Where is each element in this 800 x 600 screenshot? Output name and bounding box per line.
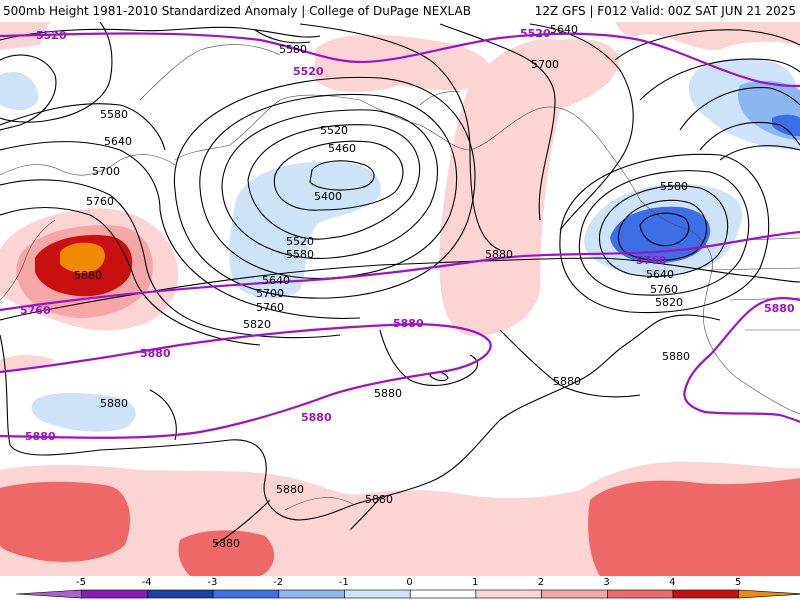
anomaly-colorbar: -5 -4 -3 -2 -1 0 1 2 3 4 5 [0, 576, 800, 600]
purple-contour-label: 5760 [20, 304, 51, 317]
colorbar-segment [738, 589, 800, 599]
contour-label: 5880 [365, 493, 393, 506]
purple-contour-label: 5760 [636, 254, 667, 267]
contour-label: 5580 [100, 108, 128, 121]
purple-reference-contours [0, 32, 800, 439]
colorbar-tick-label: 0 [406, 577, 412, 588]
contour-label: 5880 [276, 483, 304, 496]
purple-contour-label: 5880 [25, 430, 56, 443]
colorbar-tick-label: 1 [472, 577, 478, 588]
contour-label: 5400 [314, 190, 342, 203]
contour-label: 5700 [256, 287, 284, 300]
contour-label: 5520 [286, 235, 314, 248]
contour-label: 5880 [485, 248, 513, 261]
contour-label: 5820 [655, 296, 683, 309]
colorbar-segment [212, 589, 280, 599]
colorbar-segment [147, 589, 214, 599]
colorbar-tick-label: 5 [735, 577, 741, 588]
contour-label: 5640 [262, 274, 290, 287]
contour-label: 5820 [243, 318, 271, 331]
contour-label: 5640 [104, 135, 132, 148]
contour-label: 5520 [320, 124, 348, 137]
contour-label: 5880 [74, 269, 102, 282]
colorbar-segment [409, 589, 477, 599]
purple-contour-label: 5520 [520, 27, 551, 40]
map-header: 500mb Height 1981-2010 Standardized Anom… [0, 0, 800, 22]
colorbar-tick-label: -5 [76, 577, 86, 588]
purple-contour-label: 5880 [764, 302, 795, 315]
coastlines [0, 44, 800, 511]
contour-label: 5880 [662, 350, 690, 363]
anomaly-shading [0, 22, 800, 576]
purple-contour-label: 5520 [36, 29, 67, 42]
colorbar-tick-label: -4 [142, 577, 152, 588]
contour-label: 5880 [374, 387, 402, 400]
colorbar-tick-label: -1 [339, 577, 349, 588]
colorbar-segment [344, 589, 411, 599]
colorbar-tick-label: -2 [273, 577, 283, 588]
purple-contour-label: 5880 [393, 317, 424, 330]
map-title: 500mb Height 1981-2010 Standardized Anom… [3, 4, 471, 18]
contour-label: 5460 [328, 142, 356, 155]
colorbar-ticks: -5 -4 -3 -2 -1 0 1 2 3 4 5 [76, 577, 741, 588]
contour-label: 5760 [86, 195, 114, 208]
black-height-contours [0, 22, 800, 546]
purple-contour-label: 5880 [140, 347, 171, 360]
colorbar-tick-label: 2 [538, 577, 544, 588]
contour-label: 5760 [650, 283, 678, 296]
colorbar-segments [15, 589, 800, 599]
contour-labels: 5580 5580 5640 5700 5760 5880 5520 5460 … [20, 23, 795, 550]
colorbar-tick-label: -3 [207, 577, 217, 588]
contour-label: 5580 [279, 43, 307, 56]
contour-label: 5760 [256, 301, 284, 314]
colorbar-segment [278, 589, 345, 599]
contour-label: 5580 [286, 248, 314, 261]
colorbar-segment [15, 589, 82, 599]
contour-label: 5580 [660, 180, 688, 193]
purple-contour-label: 5880 [301, 411, 332, 424]
contour-label: 5640 [550, 23, 578, 36]
contour-label: 5880 [212, 537, 240, 550]
colorbar-segment [81, 589, 148, 599]
colorbar-tick-label: 4 [669, 577, 675, 588]
contour-label: 5640 [646, 268, 674, 281]
colorbar-segment [606, 589, 674, 599]
contour-label: 5700 [531, 58, 559, 71]
colorbar-segment [475, 589, 542, 599]
colorbar-tick-label: 3 [603, 577, 609, 588]
colorbar-segment [541, 589, 608, 599]
model-run-info: 12Z GFS | F012 Valid: 00Z SAT JUN 21 202… [534, 4, 796, 18]
height-anomaly-map: 5580 5580 5640 5700 5760 5880 5520 5460 … [0, 22, 800, 576]
contour-label: 5700 [92, 165, 120, 178]
contour-label: 5880 [553, 375, 581, 388]
colorbar-segment [672, 589, 739, 599]
contour-label: 5880 [100, 397, 128, 410]
purple-contour-label: 5520 [293, 65, 324, 78]
